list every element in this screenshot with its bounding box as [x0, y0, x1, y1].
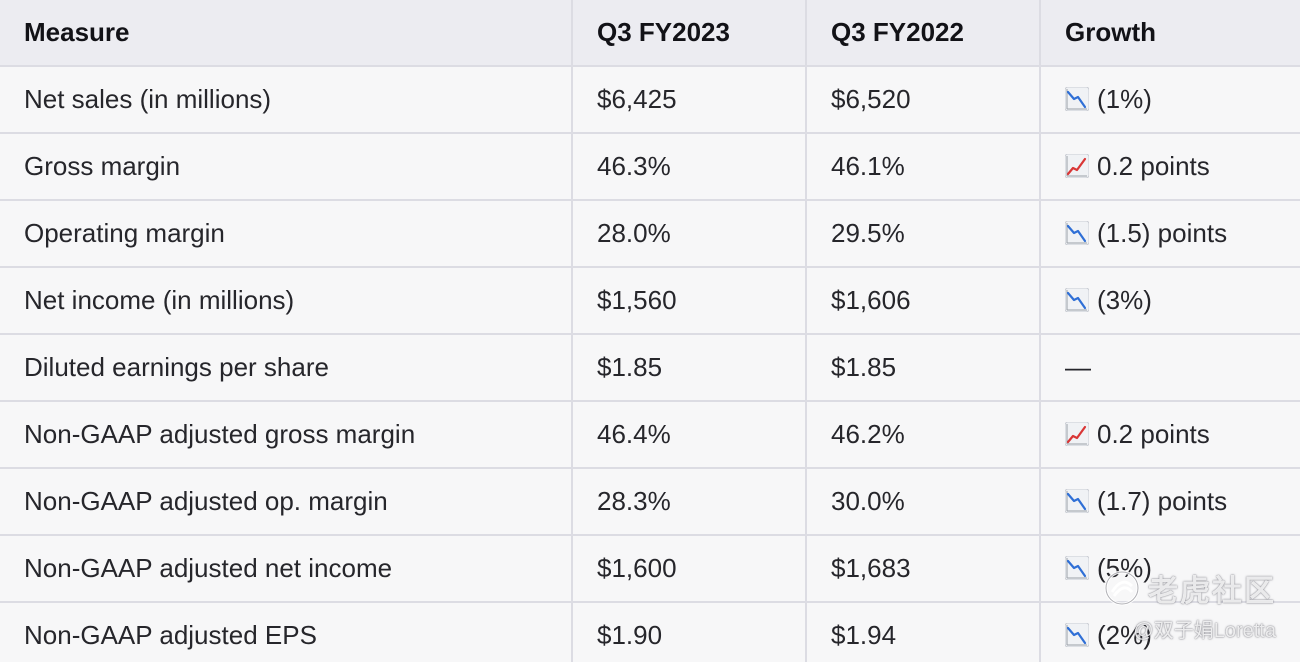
q3-fy2022-cell: $1.85 — [806, 334, 1041, 402]
column-header-measure: Measure — [0, 0, 573, 67]
measure-cell: Non-GAAP adjusted gross margin — [0, 401, 573, 469]
table-header-row: Measure Q3 FY2023 Q3 FY2022 Growth — [0, 0, 1300, 67]
table-row: Non-GAAP adjusted net income $1,600 $1,683… — [0, 535, 1300, 603]
chart-decreasing-icon — [1065, 623, 1089, 647]
q3-fy2023-cell: $1.85 — [572, 334, 807, 402]
chart-decreasing-icon — [1065, 288, 1089, 312]
measure-cell: Non-GAAP adjusted EPS — [0, 602, 573, 662]
growth-cell: — — [1040, 334, 1300, 402]
growth-cell: (5%) — [1040, 535, 1300, 603]
chart-increasing-icon — [1065, 422, 1089, 446]
table-row: Non-GAAP adjusted op. margin 28.3% 30.0% (1… — [0, 468, 1300, 536]
measure-cell: Non-GAAP adjusted op. margin — [0, 468, 573, 536]
table-row: Non-GAAP adjusted gross margin 46.4% 46.2%… — [0, 401, 1300, 469]
table-row: Diluted earnings per share $1.85 $1.85— — [0, 334, 1300, 402]
q3-fy2023-cell: $1,600 — [572, 535, 807, 603]
measure-cell: Non-GAAP adjusted net income — [0, 535, 573, 603]
q3-fy2022-cell: $1,606 — [806, 267, 1041, 335]
growth-value: (5%) — [1097, 553, 1152, 583]
column-header-growth: Growth — [1040, 0, 1300, 67]
measure-cell: Net sales (in millions) — [0, 66, 573, 134]
growth-cell: (2%) — [1040, 602, 1300, 662]
growth-value: 0.2 points — [1097, 151, 1210, 181]
growth-value: (2%) — [1097, 620, 1152, 650]
q3-fy2023-cell: $1.90 — [572, 602, 807, 662]
measure-cell: Operating margin — [0, 200, 573, 268]
q3-fy2022-cell: 29.5% — [806, 200, 1041, 268]
table-header: Measure Q3 FY2023 Q3 FY2022 Growth — [0, 0, 1300, 67]
q3-fy2023-cell: 46.3% — [572, 133, 807, 201]
measure-cell: Gross margin — [0, 133, 573, 201]
chart-decreasing-icon — [1065, 221, 1089, 245]
table-row: Non-GAAP adjusted EPS $1.90 $1.94 (2%) — [0, 602, 1300, 662]
growth-cell: 0.2 points — [1040, 133, 1300, 201]
q3-fy2022-cell: 46.2% — [806, 401, 1041, 469]
growth-value: (3%) — [1097, 285, 1152, 315]
q3-fy2022-cell: 30.0% — [806, 468, 1041, 536]
growth-value: (1.5) points — [1097, 218, 1228, 248]
q3-fy2022-cell: $1,683 — [806, 535, 1041, 603]
column-header-q3-fy2022: Q3 FY2022 — [806, 0, 1041, 67]
chart-decreasing-icon — [1065, 87, 1089, 111]
q3-fy2022-cell: 46.1% — [806, 133, 1041, 201]
q3-fy2023-cell: $6,425 — [572, 66, 807, 134]
q3-fy2023-cell: 28.0% — [572, 200, 807, 268]
measure-cell: Diluted earnings per share — [0, 334, 573, 402]
q3-fy2023-cell: $1,560 — [572, 267, 807, 335]
growth-cell: 0.2 points — [1040, 401, 1300, 469]
chart-decreasing-icon — [1065, 556, 1089, 580]
table-row: Gross margin 46.3% 46.1% 0.2 points — [0, 133, 1300, 201]
q3-fy2022-cell: $1.94 — [806, 602, 1041, 662]
growth-value: — — [1065, 352, 1091, 382]
table-row: Net income (in millions) $1,560 $1,606 (3%) — [0, 267, 1300, 335]
measure-cell: Net income (in millions) — [0, 267, 573, 335]
growth-cell: (1.7) points — [1040, 468, 1300, 536]
table-body: Net sales (in millions) $6,425 $6,520 (1%) G… — [0, 66, 1300, 662]
growth-value: (1%) — [1097, 84, 1152, 114]
table-row: Net sales (in millions) $6,425 $6,520 (1%) — [0, 66, 1300, 134]
growth-cell: (3%) — [1040, 267, 1300, 335]
q3-fy2022-cell: $6,520 — [806, 66, 1041, 134]
q3-fy2023-cell: 28.3% — [572, 468, 807, 536]
column-header-q3-fy2023: Q3 FY2023 — [572, 0, 807, 67]
table-row: Operating margin 28.0% 29.5% (1.5) points — [0, 200, 1300, 268]
growth-value: 0.2 points — [1097, 419, 1210, 449]
q3-fy2023-cell: 46.4% — [572, 401, 807, 469]
chart-increasing-icon — [1065, 154, 1089, 178]
growth-value: (1.7) points — [1097, 486, 1228, 516]
chart-decreasing-icon — [1065, 489, 1089, 513]
growth-cell: (1.5) points — [1040, 200, 1300, 268]
growth-cell: (1%) — [1040, 66, 1300, 134]
